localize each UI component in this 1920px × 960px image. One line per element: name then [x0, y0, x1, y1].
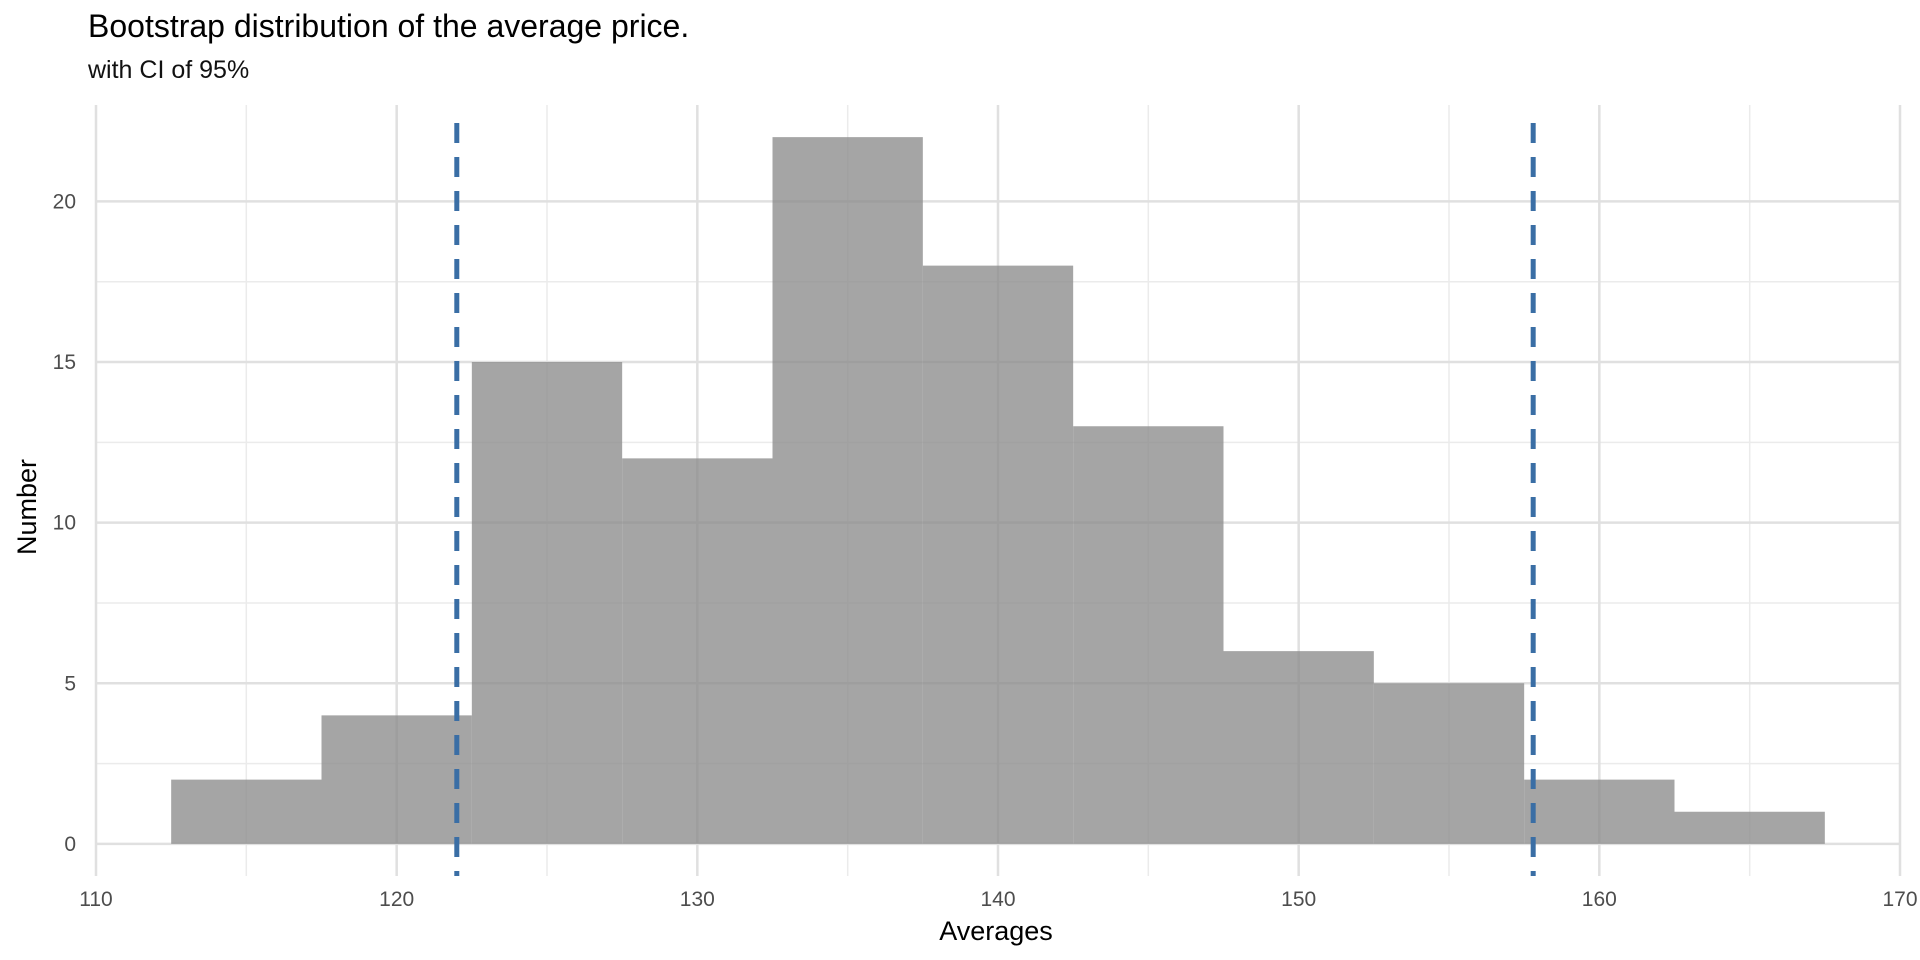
x-tick-label: 120 [379, 888, 414, 911]
histogram-bar [1073, 426, 1224, 844]
histogram-bar [321, 715, 472, 844]
x-tick-label: 110 [79, 888, 112, 911]
y-tick-label: 20 [53, 190, 76, 213]
y-tick-label: 0 [64, 833, 76, 856]
tick-labels: 110 120 130 140 150 160 170 0 5 10 15 20 [53, 190, 1918, 911]
histogram-bar [471, 362, 623, 844]
y-tick-label: 10 [53, 512, 76, 535]
x-tick-label: 130 [680, 888, 715, 911]
histogram-bars [171, 137, 1825, 844]
x-tick-label: 140 [980, 888, 1015, 911]
x-tick-label: 160 [1582, 888, 1617, 911]
y-tick-label: 5 [64, 672, 76, 695]
x-axis-title: Averages [939, 916, 1053, 946]
x-tick-label: 170 [1882, 888, 1917, 911]
histogram-bar [1674, 811, 1825, 844]
histogram-bar [1524, 779, 1675, 844]
histogram-bar [171, 779, 322, 844]
y-axis-title: Number [12, 459, 42, 555]
chart-title: Bootstrap distribution of the average pr… [88, 8, 690, 44]
chart-subtitle: with CI of 95% [88, 56, 250, 84]
histogram-bar [1373, 683, 1525, 844]
confidence-interval-lines [454, 123, 1536, 876]
y-tick-label: 15 [53, 351, 76, 374]
x-tick-label: 150 [1281, 888, 1316, 911]
histogram-bar [1223, 651, 1374, 844]
histogram-bar [922, 265, 1074, 844]
histogram-bar [772, 137, 923, 844]
histogram-bar [622, 458, 773, 844]
